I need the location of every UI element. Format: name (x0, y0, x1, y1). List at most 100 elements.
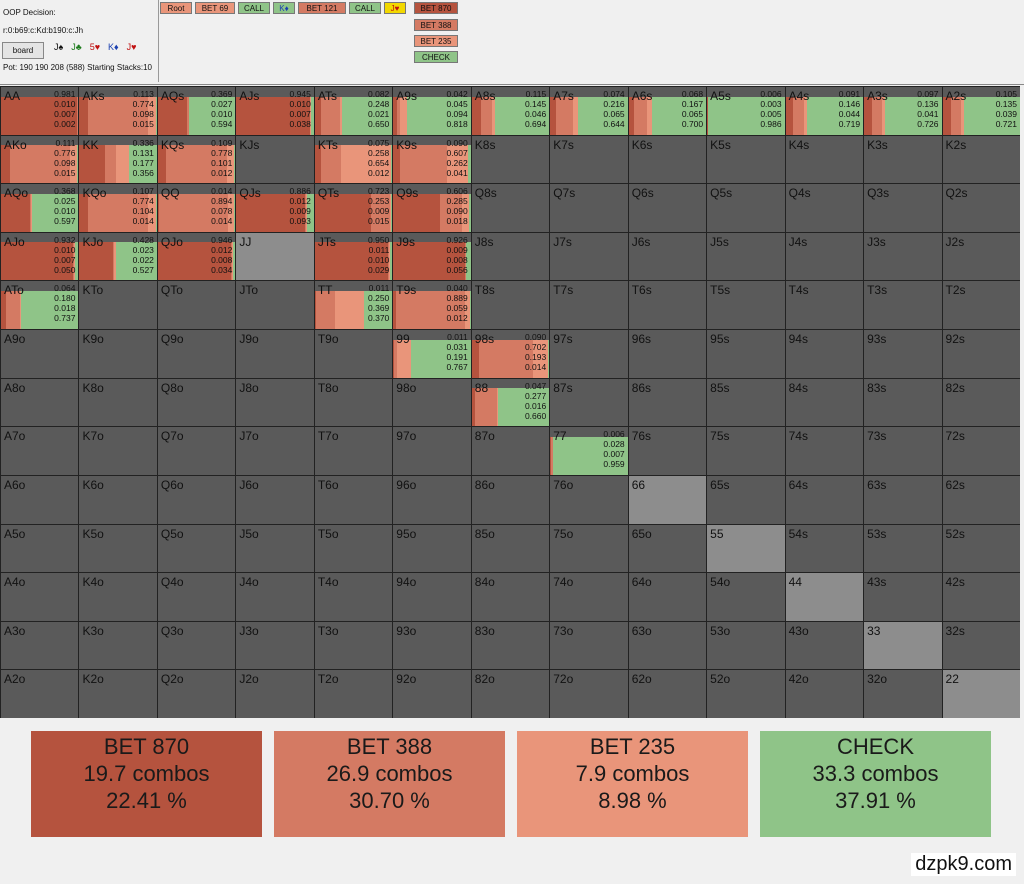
hand-cell[interactable]: A3o (1, 621, 79, 670)
hand-cell[interactable]: A6o (1, 475, 79, 524)
hand-cell[interactable]: 84o (471, 573, 550, 621)
hand-cell[interactable]: 96s (628, 330, 707, 378)
hand-cell[interactable]: 0.090 0.702 0.193 0.014 98s (471, 330, 550, 378)
hand-cell[interactable]: J2o (236, 670, 314, 718)
hand-cell[interactable]: Q4s (785, 184, 864, 232)
hand-cell[interactable]: 0.006 0.028 0.007 0.959 77 (550, 427, 628, 475)
hand-cell[interactable]: J7s (550, 232, 628, 281)
hand-cell[interactable]: Q2s (942, 184, 1020, 232)
hand-cell[interactable]: 65s (707, 475, 785, 524)
hand-cell[interactable]: 63s (864, 475, 942, 524)
hand-cell[interactable]: T9o (314, 330, 393, 378)
hand-cell[interactable]: JJ (236, 232, 314, 281)
hand-cell[interactable]: 86o (471, 475, 550, 524)
hand-cell[interactable]: 0.111 0.776 0.098 0.015 AKo (1, 135, 79, 184)
hand-cell[interactable]: Q9o (157, 330, 236, 378)
hand-cell[interactable]: Q4o (157, 573, 236, 621)
hand-cell[interactable]: 0.006 0.003 0.005 0.986 A5s (707, 87, 785, 135)
nav-bet-388[interactable]: BET 388 (414, 19, 458, 31)
hand-cell[interactable]: QTo (157, 281, 236, 330)
hand-cell[interactable]: 0.723 0.253 0.009 0.015 QTs (314, 184, 393, 232)
hand-cell[interactable]: 92o (393, 670, 471, 718)
hand-cell[interactable]: 22 (942, 670, 1020, 718)
hand-cell[interactable]: T7o (314, 427, 393, 475)
hand-cell[interactable]: K2s (942, 135, 1020, 184)
hand-cell[interactable]: Q7o (157, 427, 236, 475)
hand-cell[interactable]: KJs (236, 135, 314, 184)
hand-cell[interactable]: 32o (864, 670, 942, 718)
hand-cell[interactable]: Q3o (157, 621, 236, 670)
hand-cell[interactable]: K4o (79, 573, 157, 621)
hand-cell[interactable]: 0.950 0.011 0.010 0.029 JTs (314, 232, 393, 281)
hand-cell[interactable]: 98o (393, 378, 471, 427)
hand-cell[interactable]: 86s (628, 378, 707, 427)
nav-check[interactable]: CHECK (414, 51, 458, 63)
hand-cell[interactable]: 97s (550, 330, 628, 378)
hand-cell[interactable]: K7s (550, 135, 628, 184)
hand-cell[interactable]: J7o (236, 427, 314, 475)
hand-cell[interactable]: 0.981 0.010 0.007 0.002 AA (1, 87, 79, 135)
hand-cell[interactable]: 0.926 0.009 0.008 0.056 J9s (393, 232, 471, 281)
hand-cell[interactable]: 66 (628, 475, 707, 524)
hand-cell[interactable]: 0.064 0.180 0.018 0.737 ATo (1, 281, 79, 330)
hand-cell[interactable]: T3s (864, 281, 942, 330)
hand-cell[interactable]: 54o (707, 573, 785, 621)
hand-cell[interactable]: 97o (393, 427, 471, 475)
hand-cell[interactable]: 0.428 0.023 0.022 0.527 KJo (79, 232, 157, 281)
hand-cell[interactable]: 73s (864, 427, 942, 475)
hand-cell[interactable]: 92s (942, 330, 1020, 378)
hand-cell[interactable]: 64o (628, 573, 707, 621)
hand-cell[interactable]: 0.107 0.774 0.104 0.014 KQo (79, 184, 157, 232)
hand-cell[interactable]: 0.946 0.012 0.008 0.034 QJo (157, 232, 236, 281)
hand-cell[interactable]: K5o (79, 524, 157, 573)
hand-cell[interactable]: 0.011 0.031 0.191 0.767 99 (393, 330, 471, 378)
hand-cell[interactable]: 85s (707, 378, 785, 427)
nav-call-1[interactable]: CALL (238, 2, 270, 14)
hand-cell[interactable]: 83o (471, 621, 550, 670)
hand-cell[interactable]: 54s (785, 524, 864, 573)
hand-cell[interactable]: K2o (79, 670, 157, 718)
hand-cell[interactable]: J2s (942, 232, 1020, 281)
hand-cell[interactable]: 0.014 0.894 0.078 0.014 QQ (157, 184, 236, 232)
hand-cell[interactable]: 72s (942, 427, 1020, 475)
hand-cell[interactable]: 52s (942, 524, 1020, 573)
hand-cell[interactable]: 0.115 0.145 0.046 0.694 A8s (471, 87, 550, 135)
hand-cell[interactable]: 82s (942, 378, 1020, 427)
hand-cell[interactable]: 0.090 0.607 0.262 0.041 K9s (393, 135, 471, 184)
hand-cell[interactable]: 93s (864, 330, 942, 378)
hand-cell[interactable]: 72o (550, 670, 628, 718)
nav-card-kd[interactable]: K♦ (273, 2, 295, 14)
hand-cell[interactable]: K9o (79, 330, 157, 378)
hand-cell[interactable]: 83s (864, 378, 942, 427)
hand-cell[interactable]: J3o (236, 621, 314, 670)
hand-cell[interactable]: 55 (707, 524, 785, 573)
hand-cell[interactable]: 42o (785, 670, 864, 718)
hand-cell[interactable]: J6s (628, 232, 707, 281)
hand-cell[interactable]: 0.074 0.216 0.065 0.644 A7s (550, 87, 628, 135)
hand-cell[interactable]: K3s (864, 135, 942, 184)
hand-cell[interactable]: T2o (314, 670, 393, 718)
hand-cell[interactable]: 0.932 0.010 0.007 0.050 AJo (1, 232, 79, 281)
hand-cell[interactable]: 0.097 0.136 0.041 0.726 A3s (864, 87, 942, 135)
hand-cell[interactable]: 0.091 0.146 0.044 0.719 A4s (785, 87, 864, 135)
hand-cell[interactable]: 74s (785, 427, 864, 475)
hand-cell[interactable]: Q2o (157, 670, 236, 718)
hand-cell[interactable]: 94o (393, 573, 471, 621)
hand-cell[interactable]: 62o (628, 670, 707, 718)
hand-cell[interactable]: J8s (471, 232, 550, 281)
hand-cell[interactable]: K3o (79, 621, 157, 670)
hand-cell[interactable]: 43o (785, 621, 864, 670)
hand-cell[interactable]: 44 (785, 573, 864, 621)
hand-cell[interactable]: Q8o (157, 378, 236, 427)
hand-cell[interactable]: Q5o (157, 524, 236, 573)
hand-cell[interactable]: 0.336 0.131 0.177 0.356 KK (79, 135, 157, 184)
hand-cell[interactable]: 87s (550, 378, 628, 427)
hand-cell[interactable]: T6o (314, 475, 393, 524)
nav-bet-69[interactable]: BET 69 (195, 2, 235, 14)
hand-cell[interactable]: 32s (942, 621, 1020, 670)
hand-cell[interactable]: 75o (550, 524, 628, 573)
hand-cell[interactable]: 62s (942, 475, 1020, 524)
hand-cell[interactable]: 95s (707, 330, 785, 378)
hand-cell[interactable]: 0.113 0.774 0.098 0.015 AKs (79, 87, 157, 135)
hand-cell[interactable]: A5o (1, 524, 79, 573)
